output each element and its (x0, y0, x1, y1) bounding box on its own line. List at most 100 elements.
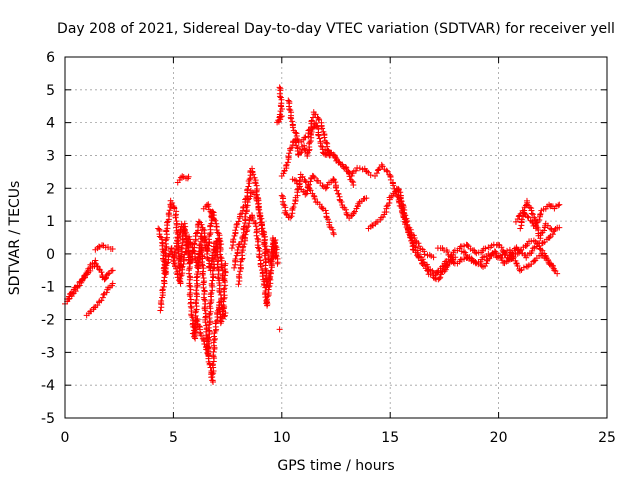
data-point (293, 136, 300, 143)
data-point (244, 186, 251, 193)
data-point (221, 285, 228, 292)
data-point (526, 204, 533, 211)
data-point (174, 235, 181, 242)
data-point (213, 226, 220, 233)
data-point (67, 290, 74, 297)
data-point (198, 221, 205, 228)
data-point (228, 245, 235, 252)
data-point (253, 197, 260, 204)
data-point (177, 273, 184, 280)
data-point (168, 248, 175, 255)
data-point (337, 197, 344, 204)
data-point (219, 274, 226, 281)
data-point (335, 191, 342, 198)
data-point (199, 255, 206, 262)
data-point (203, 346, 210, 353)
x-axis-label: GPS time / hours (277, 458, 394, 474)
data-point (529, 211, 536, 218)
data-point (554, 270, 561, 277)
data-point (162, 264, 169, 271)
data-point (220, 277, 227, 284)
data-point (200, 284, 207, 291)
data-point (194, 264, 201, 271)
data-point (286, 106, 293, 113)
data-point (330, 229, 337, 236)
data-point (193, 287, 200, 294)
data-point (214, 258, 221, 265)
data-point (232, 255, 239, 262)
data-point (291, 176, 298, 183)
y-axis-label: SDTVAR / TECUs (7, 181, 23, 296)
data-point (461, 256, 468, 263)
data-point (183, 238, 190, 245)
data-point (352, 167, 359, 174)
data-point (241, 234, 248, 241)
data-point (537, 212, 544, 219)
data-points (62, 84, 563, 385)
data-point (162, 250, 169, 257)
data-point (541, 227, 548, 234)
data-point (238, 238, 245, 245)
data-point (315, 132, 322, 139)
plot-frame (64, 56, 608, 419)
data-point (276, 93, 283, 100)
data-point (86, 264, 93, 271)
data-point (424, 267, 431, 274)
data-point (259, 225, 266, 232)
data-point (100, 291, 107, 298)
data-point (440, 263, 447, 270)
data-point (109, 245, 116, 252)
data-point (207, 208, 214, 215)
data-point (163, 231, 170, 238)
data-point (221, 313, 228, 320)
data-point (419, 260, 426, 267)
y-tick-label: -4 (41, 378, 55, 394)
data-point (258, 215, 265, 222)
data-point (186, 282, 193, 289)
data-point (290, 204, 297, 211)
data-point (434, 269, 441, 276)
data-point (535, 240, 542, 247)
data-point (289, 124, 296, 131)
data-point (170, 258, 177, 265)
data-point (158, 298, 165, 305)
data-point (212, 217, 219, 224)
data-point (218, 241, 225, 248)
data-point (533, 243, 540, 250)
data-point (492, 248, 499, 255)
data-point (209, 214, 216, 221)
data-point (181, 230, 188, 237)
data-point (222, 260, 229, 267)
data-point (383, 203, 390, 210)
data-point (235, 218, 242, 225)
data-point (287, 214, 294, 221)
y-tick-label: 6 (46, 50, 55, 66)
data-point (285, 97, 292, 104)
data-point (105, 270, 112, 277)
data-point (209, 377, 216, 384)
data-point (386, 200, 393, 207)
data-point (315, 115, 322, 122)
data-point (268, 258, 275, 265)
data-point (536, 216, 543, 223)
data-point (460, 248, 467, 255)
data-point (230, 236, 237, 243)
data-point (351, 208, 358, 215)
y-tick-label: -5 (41, 411, 55, 427)
data-point (288, 115, 295, 122)
data-point (160, 283, 167, 290)
data-point (338, 198, 345, 205)
data-point (249, 214, 256, 221)
axis-ticks: 0 5 10 15 20 25 -5 -4 -3 -2 -1 0 1 2 3 4 5 6 (41, 50, 616, 446)
data-point (173, 265, 180, 272)
data-point (262, 236, 269, 243)
data-point (514, 216, 521, 223)
data-point (234, 246, 241, 253)
y-tick-label: -2 (41, 313, 55, 329)
data-point (308, 117, 315, 124)
data-point (164, 259, 171, 266)
data-point (233, 221, 240, 228)
y-tick-label: -1 (41, 280, 55, 296)
data-point (407, 234, 414, 241)
data-point (178, 221, 185, 228)
